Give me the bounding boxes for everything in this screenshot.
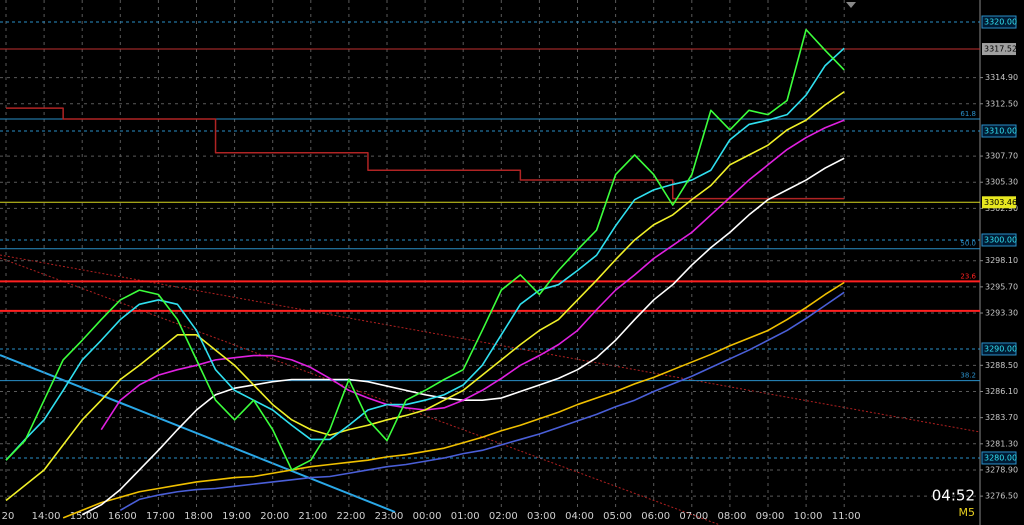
y-tick-label: 3312.50 xyxy=(985,99,1018,108)
series-line xyxy=(5,91,845,502)
alert-box xyxy=(981,15,1017,29)
x-tick-label: 07:00 xyxy=(679,511,708,522)
x-tick-label: 05:00 xyxy=(603,511,632,522)
x-tick-label: 06:00 xyxy=(641,511,670,522)
y-tick-label: 3288.50 xyxy=(985,361,1018,370)
x-tick-label: 01:00 xyxy=(451,511,480,522)
y-tick-label: 3278.90 xyxy=(985,465,1018,474)
x-tick-label: 10:00 xyxy=(794,511,823,522)
trend-line xyxy=(0,254,981,433)
level-label: 61.8 xyxy=(960,110,976,118)
alert-label: 3310.00 xyxy=(984,127,1017,136)
series-line xyxy=(5,47,845,461)
price-marker-label: 3303.46 xyxy=(984,198,1017,207)
x-tick-label: 16:00 xyxy=(108,511,137,522)
y-tick-label: 3293.30 xyxy=(985,309,1018,318)
alert-box xyxy=(981,342,1017,356)
x-tick-label: 22:00 xyxy=(336,511,365,522)
y-tick-label: 3305.30 xyxy=(985,178,1018,187)
level-label: 50.0 xyxy=(960,240,976,248)
y-tick-label: 3307.70 xyxy=(985,152,1018,161)
clock: 04:52 xyxy=(932,487,975,505)
x-tick-label: 04:00 xyxy=(565,511,594,522)
x-tick-label: 17:00 xyxy=(146,511,175,522)
y-tick-label: 3276.50 xyxy=(985,492,1018,501)
series-line xyxy=(100,119,845,431)
alert-box xyxy=(981,233,1017,247)
y-tick-label: 3302.90 xyxy=(985,204,1018,213)
x-tick-label: 09:00 xyxy=(756,511,785,522)
x-tick-label: 02:00 xyxy=(489,511,518,522)
x-tick-label: 20 xyxy=(2,511,15,522)
alert-box xyxy=(981,451,1017,465)
alert-label: 3290.00 xyxy=(984,344,1017,353)
price-marker xyxy=(982,43,1016,56)
y-tick-label: 3281.30 xyxy=(985,439,1018,448)
timeframe: M5 xyxy=(959,506,976,519)
x-tick-label: 08:00 xyxy=(717,511,746,522)
shift-marker xyxy=(846,2,856,8)
x-tick-label: 03:00 xyxy=(527,511,556,522)
series-line xyxy=(62,281,845,519)
level-label: 23.6 xyxy=(960,272,976,280)
alert-label: 3280.00 xyxy=(984,453,1017,462)
x-tick-label: 19:00 xyxy=(222,511,251,522)
y-tick-label: 3295.70 xyxy=(985,282,1018,291)
alert-label: 3300.00 xyxy=(984,235,1017,244)
series-line xyxy=(5,28,845,471)
x-tick-label: 15:00 xyxy=(70,511,99,522)
level-label: 38.2 xyxy=(960,372,976,380)
x-tick-label: 18:00 xyxy=(184,511,213,522)
y-tick-label: 3283.70 xyxy=(985,413,1018,422)
x-tick-label: 11:00 xyxy=(832,511,861,522)
x-tick-label: 21:00 xyxy=(298,511,327,522)
price-marker-label: 3317.52 xyxy=(984,45,1017,54)
y-tick-label: 3286.10 xyxy=(985,387,1018,396)
alert-label: 3320.00 xyxy=(984,18,1017,27)
y-tick-label: 3314.90 xyxy=(985,73,1018,82)
x-tick-label: 00:00 xyxy=(413,511,442,522)
x-tick-label: 23:00 xyxy=(375,511,404,522)
alert-box xyxy=(981,124,1017,138)
price-marker xyxy=(982,196,1016,209)
trend-line xyxy=(0,354,396,513)
x-tick-label: 14:00 xyxy=(32,511,61,522)
series-line xyxy=(6,107,845,200)
x-tick-label: 20:00 xyxy=(260,511,289,522)
y-tick-label: 3298.10 xyxy=(985,256,1018,265)
series-line xyxy=(119,291,845,511)
